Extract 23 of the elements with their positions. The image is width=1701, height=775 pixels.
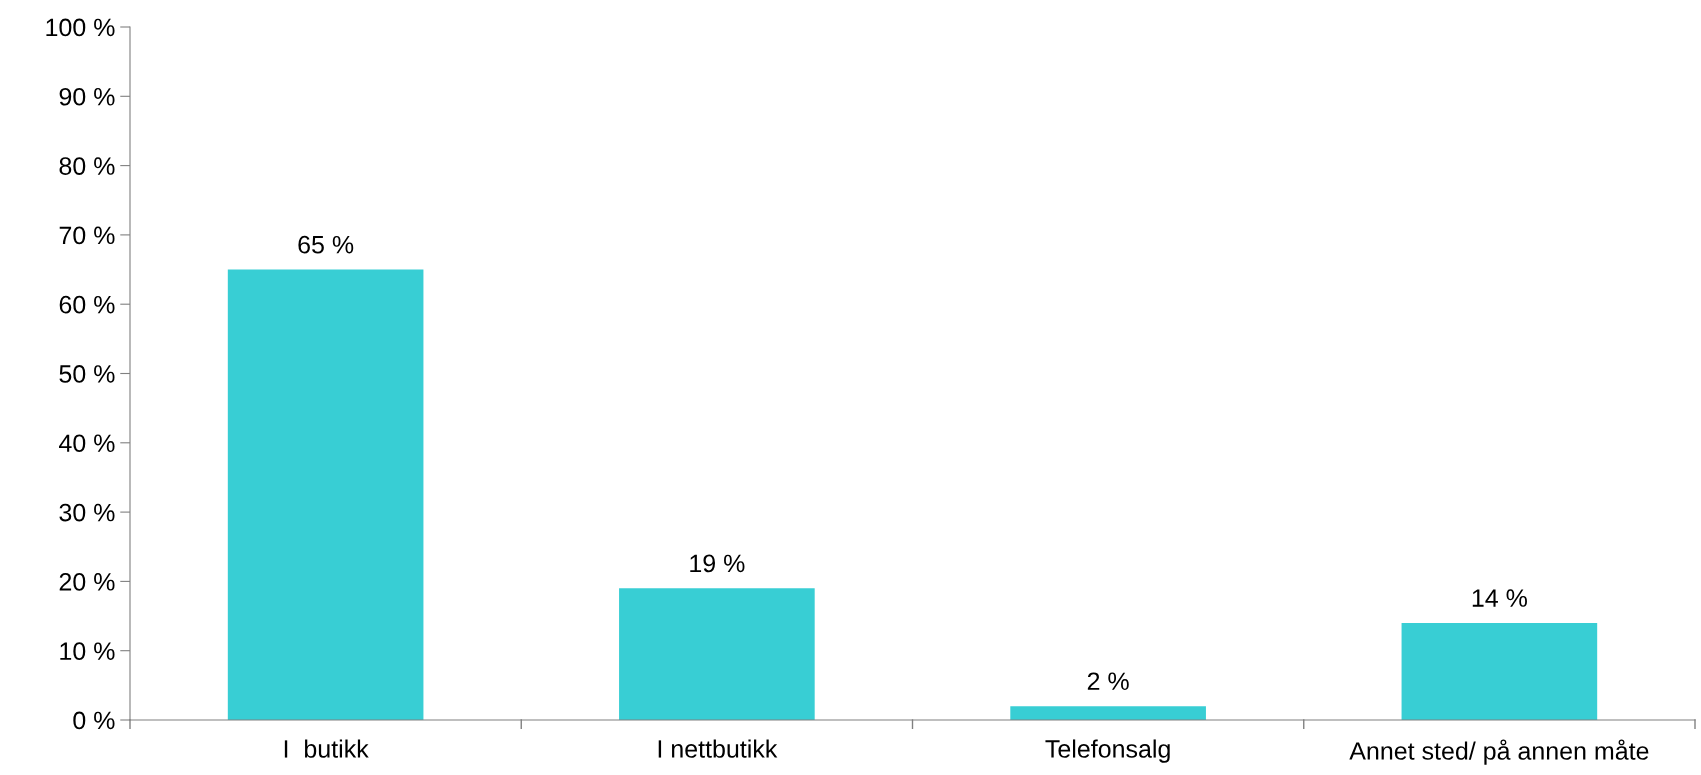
y-tick-label: 10 % bbox=[60, 642, 115, 660]
x-tick-label: I butikk bbox=[284, 739, 369, 758]
bar bbox=[227, 269, 424, 720]
y-tick-label: 40 % bbox=[59, 434, 115, 453]
y-tick-label: 80 % bbox=[59, 157, 115, 175]
y-tick-label: 0 % bbox=[73, 711, 115, 730]
x-tick-label: Telefonsalg bbox=[1045, 739, 1170, 763]
y-tick-label: 20 % bbox=[59, 573, 115, 591]
bar bbox=[1401, 622, 1598, 720]
data-label: 2 % bbox=[1087, 672, 1129, 690]
y-tick-label: 60 % bbox=[59, 295, 115, 314]
x-tick-label: Annet sted/ på annen måte bbox=[1349, 739, 1649, 765]
y-tick-label: 50 % bbox=[59, 365, 115, 383]
data-label: 14 % bbox=[1472, 589, 1527, 607]
x-tick-label: I nettbutikk bbox=[658, 739, 778, 758]
bar bbox=[1010, 706, 1206, 720]
y-tick-label: 100 % bbox=[46, 18, 115, 37]
data-label: 19 % bbox=[690, 554, 745, 573]
y-tick-label: 70 % bbox=[59, 226, 115, 245]
y-tick-label: 30 % bbox=[59, 503, 115, 522]
data-label: 65 % bbox=[298, 235, 354, 254]
bar bbox=[619, 588, 815, 720]
y-tick-label: 90 % bbox=[59, 87, 115, 106]
